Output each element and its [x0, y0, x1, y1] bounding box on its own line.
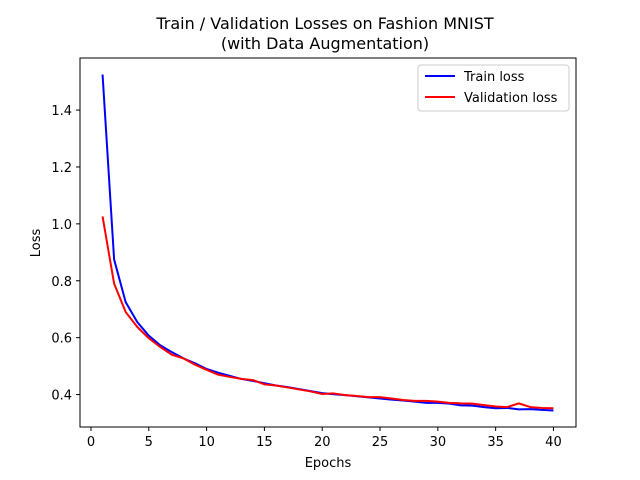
- legend-label-train: Train loss: [463, 70, 525, 85]
- x-tick-label: 30: [430, 435, 447, 450]
- x-tick-label: 40: [545, 435, 562, 450]
- y-axis-label: Loss: [29, 229, 44, 258]
- x-tick-label: 5: [145, 435, 153, 450]
- y-tick-label: 0.6: [51, 332, 72, 347]
- x-tick-label: 25: [372, 435, 389, 450]
- chart-subtitle: (with Data Augmentation): [221, 34, 429, 53]
- y-tick-label: 0.8: [51, 275, 72, 290]
- x-tick-label: 20: [314, 435, 331, 450]
- legend-label-validation: Validation loss: [464, 91, 558, 106]
- series-layer: [101, 74, 554, 412]
- chart-title: Train / Validation Losses on Fashion MNI…: [155, 14, 494, 33]
- ticks-layer: 0 5 10 15 20 25 30 35 40 0.4 0.6 0.8 1.0 1.2 1.4: [51, 104, 561, 450]
- x-tick-label: 10: [198, 435, 215, 450]
- y-tick-label: 0.4: [51, 389, 72, 404]
- plot-frame: [79, 57, 577, 428]
- legend-box: [417, 64, 570, 112]
- x-tick-label: 15: [256, 435, 273, 450]
- series-line-train: [101, 74, 554, 412]
- x-tick-label: 35: [487, 435, 504, 450]
- y-tick-label: 1.4: [51, 104, 72, 119]
- y-tick-label: 1.0: [51, 218, 72, 233]
- series-line-validation: [101, 216, 554, 410]
- y-tick-label: 1.2: [51, 161, 72, 176]
- legend: Train loss Validation loss: [417, 64, 570, 112]
- x-tick-label: 0: [87, 435, 95, 450]
- x-axis-label: Epochs: [305, 456, 352, 471]
